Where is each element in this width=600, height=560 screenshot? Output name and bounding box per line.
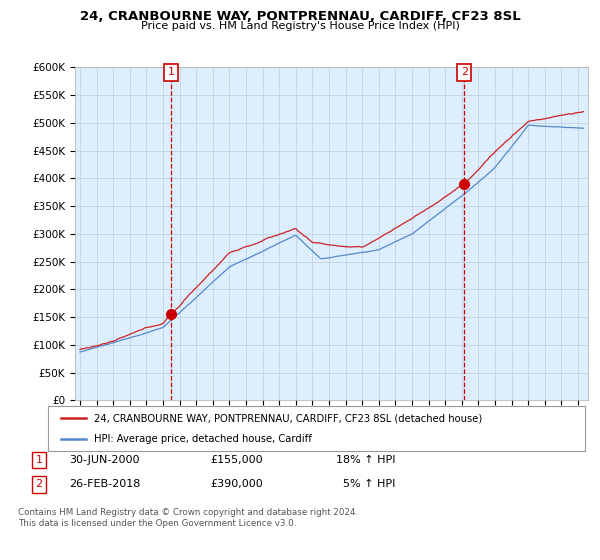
Text: 2: 2 bbox=[461, 67, 468, 77]
Text: £390,000: £390,000 bbox=[210, 479, 263, 489]
Text: Price paid vs. HM Land Registry's House Price Index (HPI): Price paid vs. HM Land Registry's House … bbox=[140, 21, 460, 31]
Text: HPI: Average price, detached house, Cardiff: HPI: Average price, detached house, Card… bbox=[94, 433, 311, 444]
Text: 30-JUN-2000: 30-JUN-2000 bbox=[69, 455, 139, 465]
Text: Contains HM Land Registry data © Crown copyright and database right 2024.
This d: Contains HM Land Registry data © Crown c… bbox=[18, 508, 358, 528]
Text: 1: 1 bbox=[168, 67, 175, 77]
Text: £155,000: £155,000 bbox=[210, 455, 263, 465]
Text: 24, CRANBOURNE WAY, PONTPRENNAU, CARDIFF, CF23 8SL: 24, CRANBOURNE WAY, PONTPRENNAU, CARDIFF… bbox=[80, 10, 520, 23]
Text: 26-FEB-2018: 26-FEB-2018 bbox=[69, 479, 140, 489]
Text: 24, CRANBOURNE WAY, PONTPRENNAU, CARDIFF, CF23 8SL (detached house): 24, CRANBOURNE WAY, PONTPRENNAU, CARDIFF… bbox=[94, 413, 482, 423]
Text: 18% ↑ HPI: 18% ↑ HPI bbox=[336, 455, 395, 465]
Text: 1: 1 bbox=[35, 455, 43, 465]
Text: 2: 2 bbox=[35, 479, 43, 489]
Text: 5% ↑ HPI: 5% ↑ HPI bbox=[336, 479, 395, 489]
